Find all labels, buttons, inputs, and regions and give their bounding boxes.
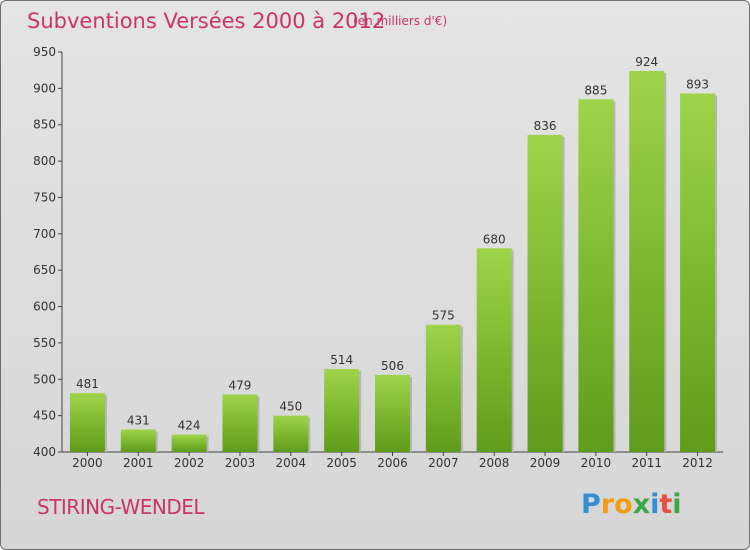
y-tick-label: 800 xyxy=(33,154,56,168)
bars xyxy=(69,70,718,453)
logo-letter: i xyxy=(650,489,660,520)
y-tick-label: 450 xyxy=(33,409,56,423)
x-tick-label: 2007 xyxy=(428,456,459,470)
proxiti-logo: Proxiti xyxy=(581,489,682,520)
bar-2009 xyxy=(527,134,563,452)
bar-2005 xyxy=(324,369,360,452)
bar-2008 xyxy=(476,248,512,452)
data-label-2007: 575 xyxy=(432,309,455,323)
data-labels: 481 431 424 479 450 514 506 575 680 836 885 924 893 xyxy=(76,55,709,433)
data-label-2009: 836 xyxy=(534,119,557,133)
data-label-2011: 924 xyxy=(635,55,658,69)
data-label-2003: 479 xyxy=(229,379,252,393)
x-tick-label: 2009 xyxy=(530,456,561,470)
bar-2007 xyxy=(425,324,461,452)
y-tick-label: 600 xyxy=(33,300,56,314)
bar-2004 xyxy=(273,415,309,452)
data-label-2004: 450 xyxy=(279,400,302,414)
data-label-2001: 431 xyxy=(127,413,150,427)
bar-2012 xyxy=(680,93,716,453)
data-label-2008: 680 xyxy=(483,232,506,246)
data-label-2006: 506 xyxy=(381,359,404,373)
y-tick-label: 700 xyxy=(33,227,56,241)
x-tick-label: 2011 xyxy=(631,456,662,470)
data-label-2012: 893 xyxy=(686,77,709,91)
logo-letter: r xyxy=(600,489,615,520)
bar-2006 xyxy=(375,374,410,452)
x-tick-label: 2001 xyxy=(123,456,154,470)
data-label-2005: 514 xyxy=(330,353,353,367)
x-tick-label: 2003 xyxy=(225,456,256,470)
y-tick-label: 950 xyxy=(33,45,56,59)
data-label-2002: 424 xyxy=(178,419,201,433)
y-tick-label: 550 xyxy=(33,336,56,350)
logo-letter: P xyxy=(581,489,601,520)
x-tick-label: 2004 xyxy=(276,456,307,470)
x-tick-label: 2012 xyxy=(682,456,713,470)
axes: 400 450 500 550 600 650 700 750 800 850 900 950 2000… xyxy=(33,45,723,470)
x-tick-label: 2005 xyxy=(326,456,357,470)
logo-letter: o xyxy=(614,489,633,520)
x-tick-label: 2006 xyxy=(377,456,408,470)
logo-letter: i xyxy=(672,489,682,520)
bar-2010 xyxy=(578,99,614,452)
chart-title: Subventions Versées 2000 à 2012 xyxy=(27,9,386,33)
y-tick-label: 650 xyxy=(33,263,56,277)
bar-2011 xyxy=(629,70,665,452)
y-tick-label: 500 xyxy=(33,372,56,386)
y-tick-label: 400 xyxy=(33,445,56,459)
bar-2002 xyxy=(171,434,207,452)
bar-2000 xyxy=(69,393,105,452)
place-name: STIRING-WENDEL xyxy=(37,495,205,519)
data-label-2010: 885 xyxy=(584,83,607,97)
y-tick-label: 850 xyxy=(33,118,56,132)
logo-letter: x xyxy=(632,489,651,520)
data-label-2000: 481 xyxy=(76,377,99,391)
x-tick-label: 2002 xyxy=(174,456,205,470)
chart-subtitle: (en milliers d'€) xyxy=(353,14,448,28)
x-tick-label: 2000 xyxy=(72,456,103,470)
y-tick-label: 900 xyxy=(33,81,56,95)
logo-letter: t xyxy=(659,489,673,520)
x-tick-label: 2008 xyxy=(479,456,510,470)
x-tick-label: 2010 xyxy=(581,456,612,470)
bar-2001 xyxy=(120,429,156,452)
y-tick-label: 750 xyxy=(33,190,56,204)
bar-2003 xyxy=(222,394,258,452)
